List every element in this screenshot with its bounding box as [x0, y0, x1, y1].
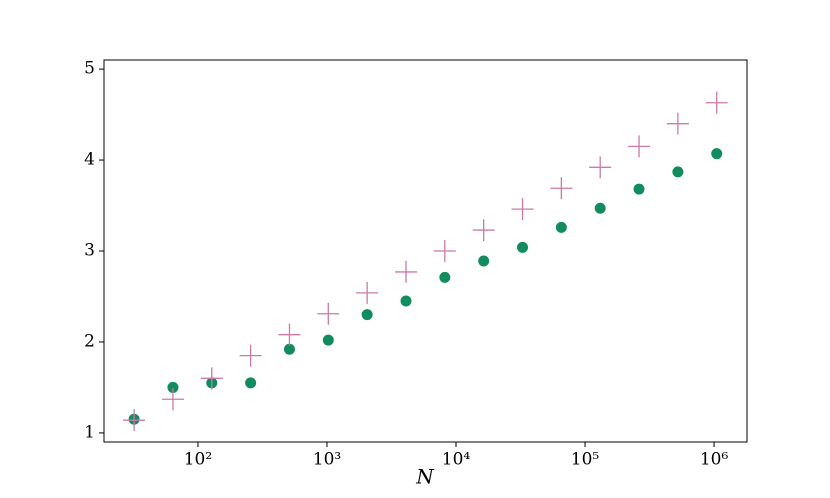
- circle-marker: [245, 377, 257, 389]
- circle-marker: [439, 271, 451, 283]
- plus-marker: [161, 388, 184, 411]
- plus-marker: [472, 219, 495, 242]
- y-tick-label: 3: [84, 241, 95, 261]
- circle-marker: [711, 148, 723, 160]
- circle-marker: [167, 381, 179, 393]
- plus-marker: [356, 281, 379, 304]
- circle-marker: [555, 221, 567, 233]
- y-tick-label: 5: [84, 59, 95, 79]
- plus-marker: [394, 260, 417, 283]
- y-tick-label: 2: [84, 331, 95, 351]
- plus-marker: [200, 367, 223, 390]
- circle-marker: [322, 334, 334, 346]
- circle-marker: [478, 255, 490, 267]
- plus-marker: [239, 344, 262, 367]
- circle-marker: [361, 309, 373, 321]
- x-tick-label: 10⁶: [700, 450, 729, 470]
- x-axis-label: N: [415, 465, 435, 489]
- plus-marker: [589, 156, 612, 179]
- y-tick-label: 1: [84, 422, 95, 442]
- plus-marker: [317, 302, 340, 325]
- circle-marker: [283, 343, 295, 355]
- plus-marker: [628, 135, 651, 158]
- circle-marker: [672, 166, 684, 178]
- circle-marker: [633, 183, 645, 195]
- circle-marker: [517, 241, 529, 253]
- plus-marker: [123, 409, 146, 432]
- plus-marker: [550, 177, 573, 200]
- plot-frame: [103, 59, 748, 443]
- x-tick-label: 10²: [184, 450, 212, 470]
- x-tick-label: 10³: [313, 450, 341, 470]
- circle-marker: [400, 295, 412, 307]
- x-tick-label: 10⁴: [442, 450, 471, 470]
- plus-marker: [433, 240, 456, 262]
- circle-marker: [594, 202, 606, 214]
- plus-marker: [705, 91, 728, 114]
- plus-marker: [511, 198, 534, 221]
- y-tick-label: 4: [84, 150, 95, 170]
- x-tick-label: 10⁵: [571, 450, 600, 470]
- plus-marker: [278, 323, 301, 346]
- plus-marker: [666, 112, 689, 135]
